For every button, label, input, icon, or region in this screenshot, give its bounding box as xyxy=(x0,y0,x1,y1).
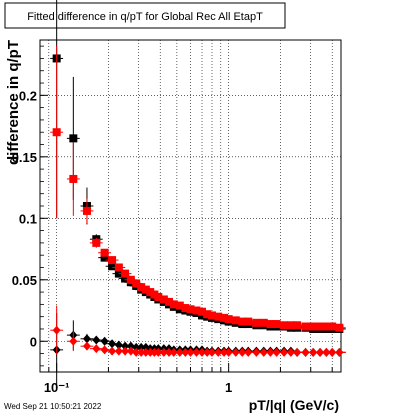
series-1 xyxy=(50,46,346,332)
data-point xyxy=(92,238,101,247)
data-point xyxy=(293,321,302,330)
data-point xyxy=(328,347,337,357)
data-point xyxy=(272,347,281,357)
data-point xyxy=(82,334,91,344)
data-point xyxy=(108,262,117,271)
data-point xyxy=(126,341,135,351)
x-tick-label: 10⁻¹ xyxy=(44,380,70,395)
data-point xyxy=(186,305,195,314)
y-tick-label: 0.2 xyxy=(19,88,37,103)
data-point xyxy=(52,325,61,335)
data-point xyxy=(181,304,190,313)
data-point xyxy=(252,347,261,357)
data-point xyxy=(121,274,130,283)
x-axis: 10⁻¹ 1 xyxy=(39,363,333,395)
data-point xyxy=(69,336,78,346)
x-axis-label: pT/|q| (GeV/c) xyxy=(249,397,339,413)
data-point xyxy=(280,321,289,330)
y-tick-label: 0 xyxy=(30,334,37,349)
data-point xyxy=(154,292,163,301)
data-point xyxy=(244,317,253,326)
data-point xyxy=(192,306,201,315)
data-point xyxy=(198,307,207,316)
data-point xyxy=(309,322,318,331)
data-point xyxy=(272,320,281,329)
data-point xyxy=(52,128,61,137)
data-point xyxy=(165,297,174,306)
data-point xyxy=(82,206,91,215)
timestamp: Wed Sep 21 10:50:21 2022 xyxy=(4,402,102,411)
y-tick-label: 0.15 xyxy=(12,150,37,165)
data-point xyxy=(132,279,141,288)
data-point xyxy=(141,285,150,294)
data-point xyxy=(146,288,155,297)
data-point xyxy=(169,300,178,309)
data-point xyxy=(92,344,101,354)
data-point xyxy=(244,347,253,357)
data-point xyxy=(100,253,109,262)
y-axis-label: difference in q/pT xyxy=(5,40,22,165)
data-point xyxy=(100,336,109,346)
data-point xyxy=(252,318,261,327)
data-point xyxy=(335,323,344,332)
data-point xyxy=(126,275,135,284)
data-point xyxy=(309,347,318,357)
data-series xyxy=(50,0,346,387)
y-tick-label: 0.05 xyxy=(12,273,37,288)
data-point xyxy=(220,313,229,322)
data-point xyxy=(114,340,123,350)
data-point xyxy=(108,339,117,349)
data-point xyxy=(126,346,135,356)
data-point xyxy=(280,347,289,357)
data-point xyxy=(259,318,268,327)
data-point xyxy=(108,256,117,265)
data-point xyxy=(100,345,109,355)
data-point xyxy=(175,301,184,310)
data-point xyxy=(108,346,117,356)
data-point xyxy=(293,347,302,357)
data-point xyxy=(114,263,123,272)
series-3 xyxy=(50,305,346,357)
data-point xyxy=(82,341,91,351)
data-point xyxy=(69,134,78,143)
data-point xyxy=(224,347,233,357)
series-0 xyxy=(50,0,346,333)
data-point xyxy=(231,316,240,325)
y-axis: 0 0.05 0.1 0.15 0.2 xyxy=(12,45,48,367)
data-point xyxy=(328,322,337,331)
data-point xyxy=(207,311,216,320)
chart-title: Fitted difference in q/pT for Global Rec… xyxy=(27,11,263,23)
data-point xyxy=(137,283,146,292)
data-point xyxy=(69,174,78,183)
data-point xyxy=(100,248,109,257)
data-point xyxy=(224,315,233,324)
data-point xyxy=(203,310,212,319)
data-point xyxy=(92,335,101,345)
data-point xyxy=(301,322,310,331)
data-point xyxy=(301,347,310,357)
title-box xyxy=(4,2,286,29)
data-point xyxy=(231,347,240,357)
x-tick-label: 1 xyxy=(225,380,232,395)
y-tick-label: 0.1 xyxy=(19,211,37,226)
data-point xyxy=(214,312,223,321)
data-point xyxy=(259,347,268,357)
data-point xyxy=(121,269,130,278)
data-point xyxy=(159,295,168,304)
data-point xyxy=(335,347,344,357)
